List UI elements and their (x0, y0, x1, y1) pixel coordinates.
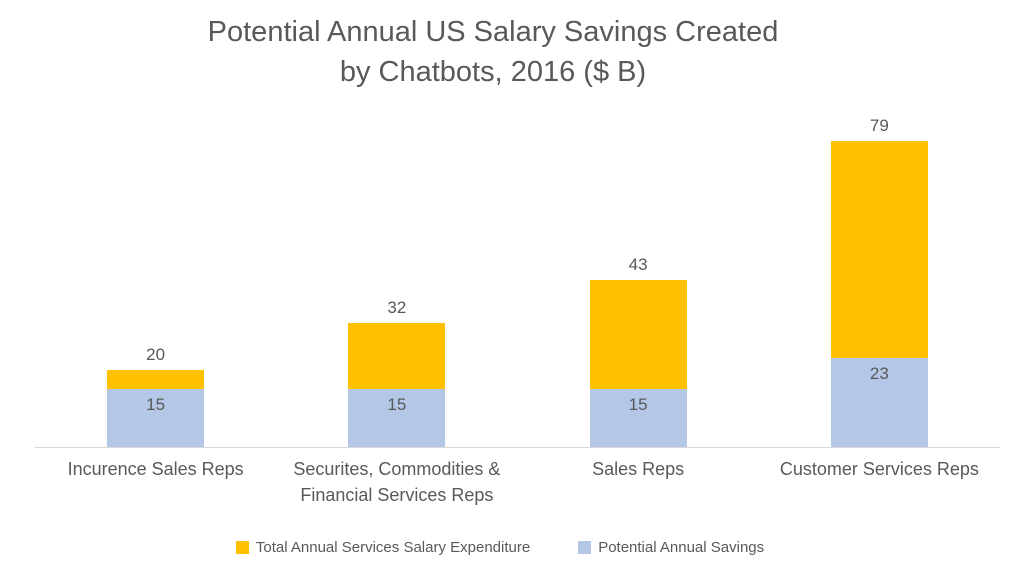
category-label: Customer Services Reps (779, 459, 979, 479)
legend: Total Annual Services Salary Expenditure… (0, 539, 1000, 556)
expenditure-segment (830, 141, 928, 358)
expenditure-segment (348, 323, 446, 389)
chart-title-line2: by Chatbots, 2016 ($ B) (339, 56, 647, 88)
savings-segment: 15 (348, 388, 446, 447)
bar-slot: 43 15 (518, 100, 759, 447)
chart-title: Potential Annual US Salary Savings Creat… (0, 12, 986, 92)
legend-label: Potential Annual Savings (598, 539, 765, 556)
bar-slot: 79 23 (759, 100, 1000, 447)
category-label: Securites, Commodities & Financial Servi… (293, 459, 501, 505)
total-value-label: 32 (387, 298, 407, 318)
savings-value-label: 15 (387, 394, 407, 414)
legend-swatch-icon (235, 541, 249, 554)
legend-label: Total Annual Services Salary Expenditure (255, 539, 531, 556)
category-label: Sales Reps (592, 459, 685, 479)
bar-slot: 32 15 (276, 100, 517, 447)
stacked-bar: 79 23 (830, 116, 928, 447)
savings-segment: 15 (589, 388, 687, 447)
legend-item: Potential Annual Savings (578, 539, 764, 556)
x-axis-labels: Incurence Sales Reps Securites, Commoditi… (35, 456, 1000, 508)
savings-value-label: 23 (869, 363, 889, 383)
savings-segment: 23 (830, 357, 928, 447)
total-value-label: 43 (628, 255, 648, 275)
expenditure-segment (589, 280, 687, 389)
stacked-bar: 32 15 (348, 298, 446, 447)
savings-value-label: 15 (628, 394, 648, 414)
total-value-label: 20 (146, 344, 166, 364)
total-value-label: 79 (869, 116, 889, 136)
stacked-bar: 20 15 (107, 344, 205, 447)
legend-item: Total Annual Services Salary Expenditure (235, 539, 531, 556)
savings-value-label: 15 (146, 394, 166, 414)
legend-swatch-icon (578, 541, 592, 554)
stacked-bar: 43 15 (589, 255, 687, 447)
plot-area: 20 15 32 15 43 15 79 23 (35, 100, 1000, 448)
expenditure-segment (107, 369, 205, 389)
chart-title-line1: Potential Annual US Salary Savings Creat… (207, 16, 779, 48)
category-label: Incurence Sales Reps (67, 459, 244, 479)
savings-segment: 15 (107, 388, 205, 447)
bar-slot: 20 15 (35, 100, 276, 447)
